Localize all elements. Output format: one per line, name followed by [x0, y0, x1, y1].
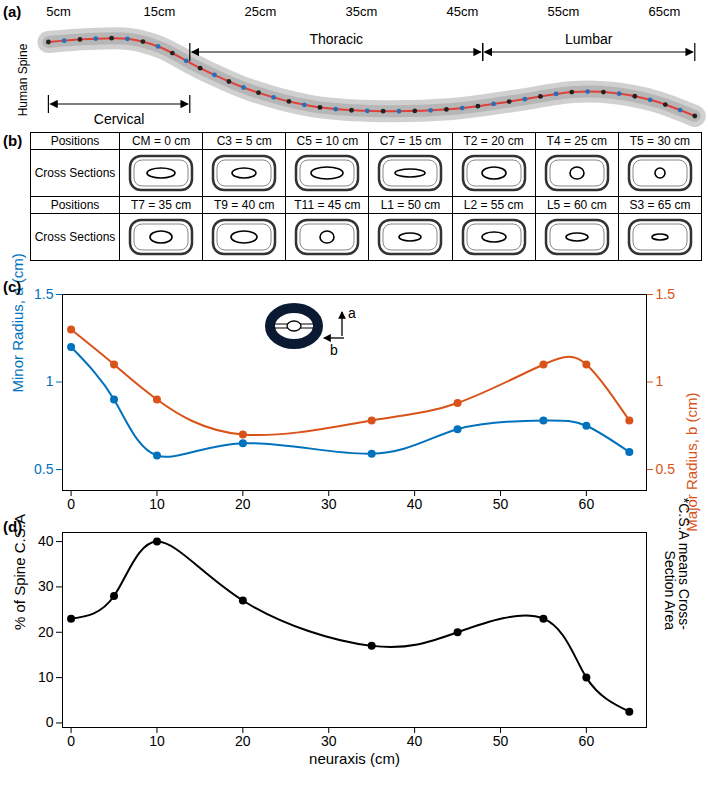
- svg-text:25cm: 25cm: [245, 4, 277, 19]
- svg-text:b: b: [330, 342, 338, 358]
- svg-text:1.5: 1.5: [34, 286, 54, 302]
- svg-text:Human Spine: Human Spine: [16, 43, 30, 116]
- svg-text:15cm: 15cm: [144, 4, 176, 19]
- svg-text:35cm: 35cm: [346, 4, 378, 19]
- svg-text:30: 30: [321, 733, 337, 749]
- svg-text:0: 0: [46, 714, 54, 730]
- svg-text:10: 10: [149, 733, 165, 749]
- svg-text:Lumbar: Lumbar: [565, 31, 613, 47]
- svg-text:*C.S.A means Cross-Section Are: *C.S.A means Cross-Section Area: [662, 498, 692, 631]
- svg-text:1: 1: [656, 373, 664, 389]
- svg-text:65cm: 65cm: [649, 4, 681, 19]
- svg-text:neuraxis (cm): neuraxis (cm): [309, 750, 400, 767]
- svg-text:40: 40: [407, 496, 423, 512]
- svg-text:40: 40: [407, 733, 423, 749]
- svg-text:Cervical: Cervical: [94, 111, 145, 127]
- svg-text:20: 20: [235, 496, 251, 512]
- svg-text:30: 30: [321, 496, 337, 512]
- svg-text:40: 40: [38, 533, 54, 549]
- svg-text:30: 30: [38, 578, 54, 594]
- svg-text:55cm: 55cm: [548, 4, 580, 19]
- svg-text:20: 20: [38, 624, 54, 640]
- svg-text:Thoracic: Thoracic: [309, 31, 363, 47]
- svg-text:0: 0: [67, 496, 75, 512]
- svg-text:(a): (a): [3, 3, 21, 20]
- svg-text:Minor Radius, a (cm): Minor Radius, a (cm): [9, 253, 26, 392]
- svg-text:0.5: 0.5: [656, 461, 676, 477]
- svg-text:1.5: 1.5: [656, 286, 676, 302]
- svg-text:a: a: [348, 305, 356, 321]
- svg-text:10: 10: [149, 496, 165, 512]
- svg-text:20: 20: [235, 733, 251, 749]
- svg-text:50: 50: [493, 496, 509, 512]
- svg-text:0: 0: [67, 733, 75, 749]
- svg-text:50: 50: [493, 733, 509, 749]
- svg-text:10: 10: [38, 669, 54, 685]
- svg-text:5cm: 5cm: [46, 4, 71, 19]
- svg-text:1: 1: [46, 373, 54, 389]
- svg-text:60: 60: [579, 733, 595, 749]
- svg-text:60: 60: [579, 496, 595, 512]
- svg-text:45cm: 45cm: [447, 4, 479, 19]
- svg-text:0.5: 0.5: [34, 461, 54, 477]
